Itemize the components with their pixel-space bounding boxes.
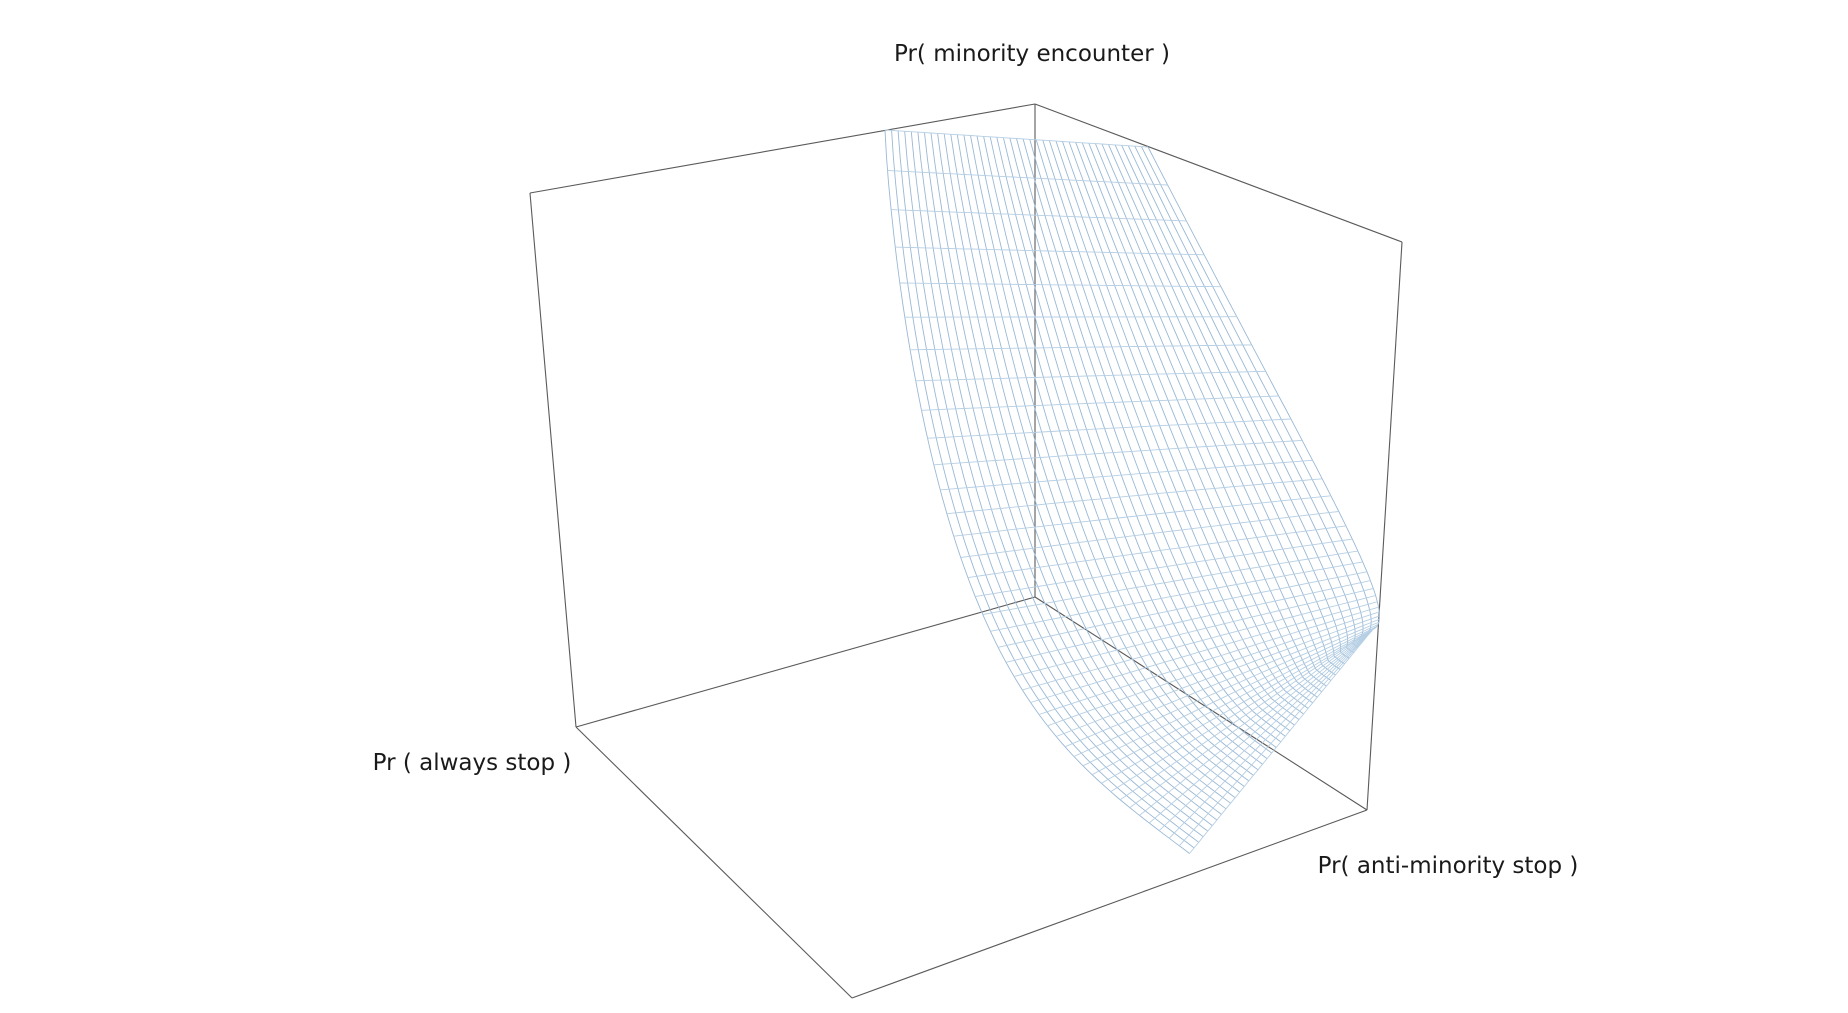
mesh-line-v bbox=[904, 316, 1237, 318]
mesh-line-u bbox=[1147, 146, 1380, 632]
mesh-line-u bbox=[989, 136, 1263, 765]
mesh-line-v bbox=[1022, 595, 1376, 691]
mesh-line-v bbox=[967, 525, 1346, 579]
surface-mesh bbox=[884, 129, 1380, 854]
mesh-line-v bbox=[946, 478, 1323, 515]
mesh-line-v bbox=[927, 418, 1291, 439]
mesh-line-v bbox=[1047, 611, 1380, 727]
box-edge-floor-back-left bbox=[575, 596, 1036, 728]
box-edge-floor-front-left bbox=[575, 726, 853, 999]
mesh-line-v bbox=[1158, 630, 1373, 831]
y-axis-title: Pr ( always stop ) bbox=[373, 750, 572, 776]
mesh-line-v bbox=[940, 459, 1313, 491]
mesh-line-v bbox=[990, 561, 1363, 632]
mesh-line-v bbox=[1119, 629, 1373, 801]
mesh-line-v bbox=[960, 511, 1339, 558]
mesh-line-v bbox=[1082, 624, 1379, 767]
mesh-line-v bbox=[1101, 627, 1376, 784]
mesh-line-v bbox=[921, 395, 1279, 411]
mesh-line-v bbox=[933, 439, 1303, 466]
mesh-line-v bbox=[1189, 630, 1373, 854]
mesh-line-v bbox=[1178, 630, 1373, 847]
mesh-line-v bbox=[915, 370, 1266, 382]
mesh-line-u bbox=[897, 130, 1199, 843]
mesh-line-v bbox=[895, 246, 1205, 256]
mesh-line-v bbox=[1110, 628, 1374, 792]
mesh-line-v bbox=[884, 129, 1149, 148]
box-edge-floor-back-right bbox=[1034, 596, 1368, 811]
mesh-line-u bbox=[930, 132, 1222, 815]
mesh-line-v bbox=[1064, 618, 1380, 748]
x-axis-title: Pr( anti-minority stop ) bbox=[1318, 853, 1579, 879]
mesh-line-v bbox=[953, 495, 1331, 537]
box-edge-left-vertical bbox=[529, 192, 577, 728]
mesh-line-u bbox=[943, 133, 1231, 804]
mesh-line-v bbox=[1005, 580, 1371, 663]
mesh-line-v bbox=[982, 550, 1358, 615]
mesh-line-v bbox=[1030, 601, 1378, 703]
mesh-line-v bbox=[899, 282, 1221, 288]
mesh-line-v bbox=[910, 344, 1252, 351]
mesh-line-v bbox=[1013, 588, 1374, 677]
mesh-line-v bbox=[1056, 615, 1380, 737]
mesh-line-v bbox=[998, 571, 1367, 648]
mesh-line-v bbox=[1168, 630, 1373, 839]
mesh-line-u bbox=[1121, 145, 1355, 653]
box-edge-right-vertical bbox=[1366, 241, 1403, 811]
mesh-line-v bbox=[1149, 630, 1373, 824]
mesh-line-v bbox=[1129, 629, 1372, 808]
mesh-line-v bbox=[887, 170, 1168, 186]
plot-box bbox=[529, 103, 1403, 999]
mesh-line-v bbox=[891, 209, 1187, 222]
mesh-line-u bbox=[1022, 138, 1286, 737]
mesh-line-v bbox=[1073, 621, 1379, 757]
z-axis-title: Pr( minority encounter ) bbox=[894, 41, 1170, 67]
box-edge-floor-front-right bbox=[851, 809, 1368, 999]
mesh-line-u bbox=[1094, 143, 1336, 676]
box-edge-top-right bbox=[1034, 103, 1403, 243]
mesh-line-u bbox=[891, 130, 1195, 849]
mesh-line-u bbox=[1029, 139, 1291, 732]
mesh-line-v bbox=[1091, 625, 1378, 776]
mesh-line-u bbox=[904, 131, 1204, 838]
mesh-line-u bbox=[1088, 143, 1332, 681]
mesh-line-v bbox=[1139, 630, 1372, 816]
box-edge-top-left bbox=[529, 103, 1036, 194]
mesh-line-v bbox=[975, 538, 1353, 598]
mesh-line-u bbox=[1035, 139, 1295, 726]
mesh-line-v bbox=[1038, 606, 1379, 715]
mesh-line-u bbox=[1127, 145, 1359, 648]
